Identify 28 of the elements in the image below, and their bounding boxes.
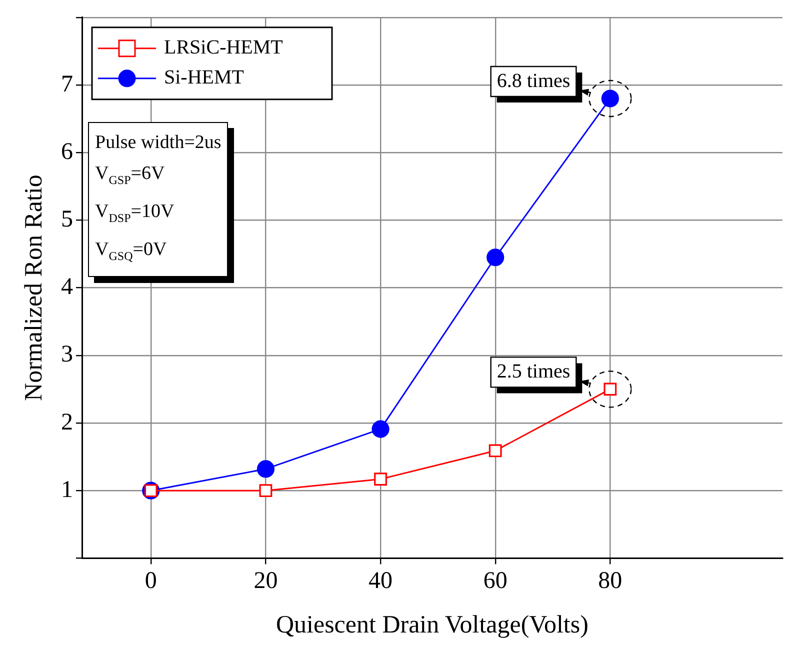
annotation: V$_{GSQ}$=0V: [95, 238, 168, 265]
legend-label: Si-HEMT: [164, 66, 244, 89]
y-tick-label: 1: [61, 476, 73, 503]
y-tick-label: 5: [61, 206, 73, 232]
point: [374, 472, 387, 486]
y-tick-label: 4: [61, 274, 73, 300]
y-tick-label: 7: [61, 71, 73, 98]
y-tick-label: 3: [61, 342, 73, 368]
annotation: 2.5 times: [496, 360, 570, 382]
annotation: Pulse width=2us: [95, 131, 222, 156]
x-tick-label: 40: [368, 568, 393, 594]
annotation: V$_{GSP}$=6V: [95, 162, 166, 190]
point: [372, 420, 390, 438]
y-tick-label: 6: [61, 138, 73, 165]
y-tick-label: 2: [61, 409, 73, 436]
y-axis-title: Normalized Ron Ratio: [20, 174, 48, 401]
legend-label: LRSiC-HEMT: [164, 36, 283, 59]
annotation: 6.8 times: [496, 70, 570, 92]
annotation: V$_{DSP}$=10V: [95, 200, 176, 227]
point: [486, 248, 504, 266]
point: [256, 460, 275, 478]
point: [488, 444, 502, 458]
x-tick-label: 0: [144, 568, 157, 594]
x-tick-label: 20: [254, 568, 278, 594]
x-tick-label: 60: [483, 568, 508, 594]
x-tick-label: 80: [598, 568, 622, 594]
point: [259, 484, 272, 498]
x-axis-title: Quiescent Drain Voltage(Volts): [276, 612, 588, 639]
